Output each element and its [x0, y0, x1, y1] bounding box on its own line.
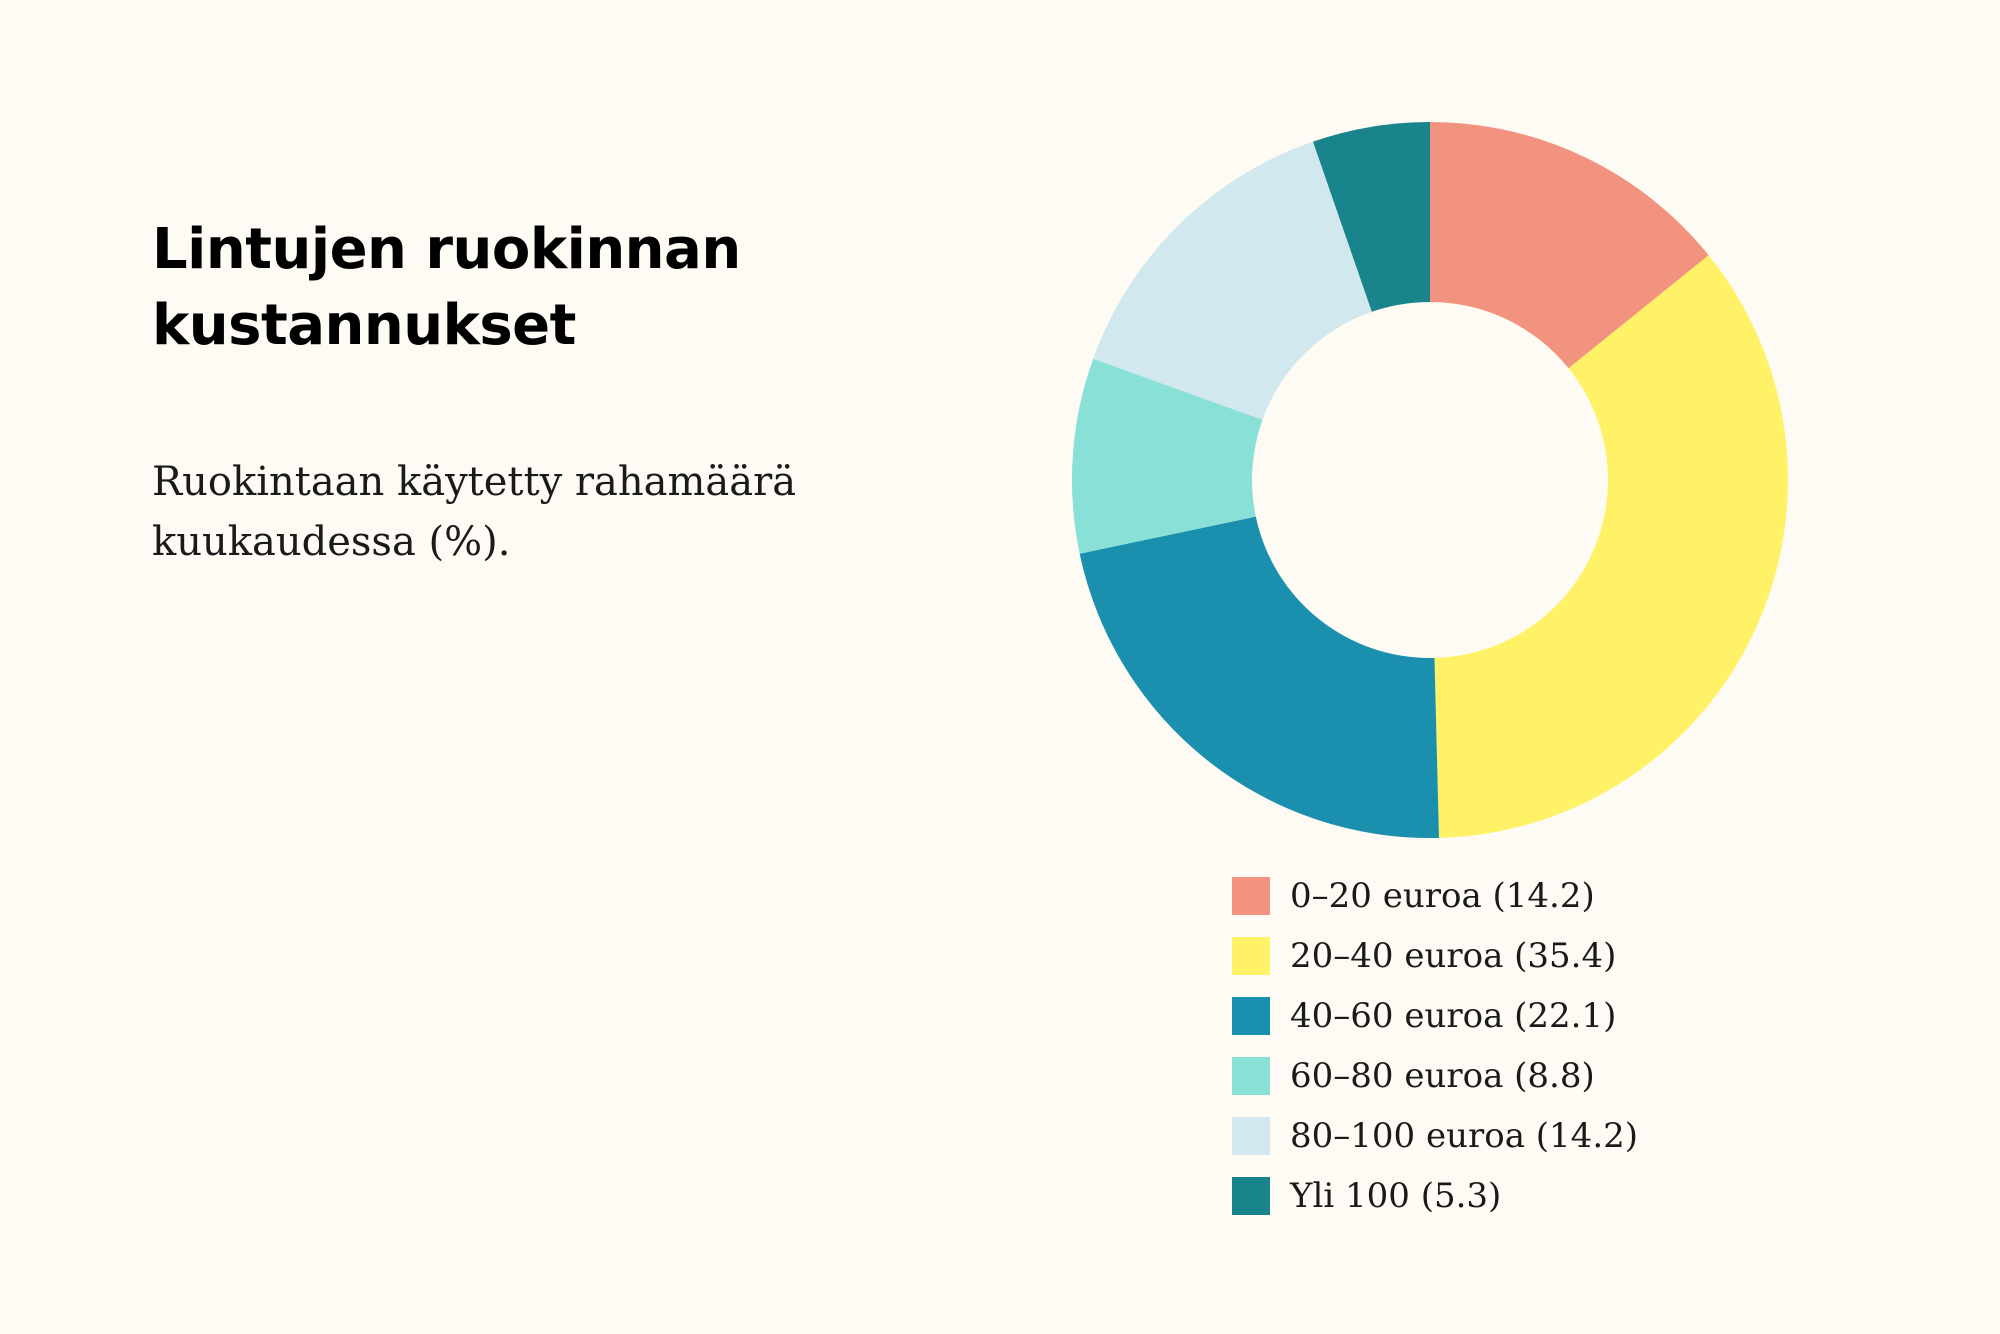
legend-swatch	[1232, 937, 1270, 975]
legend-label: Yli 100 (5.3)	[1290, 1176, 1502, 1216]
chart-legend: 0–20 euroa (14.2) 20–40 euroa (35.4) 40–60…	[1232, 866, 1638, 1226]
legend-swatch	[1232, 877, 1270, 915]
legend-item: 60–80 euroa (8.8)	[1232, 1046, 1638, 1106]
legend-swatch	[1232, 997, 1270, 1035]
legend-item: 0–20 euroa (14.2)	[1232, 866, 1638, 926]
donut-slice-6	[1312, 122, 1430, 312]
chart-subtitle: Ruokintaan käytetty rahamäärä kuukaudess…	[152, 459, 797, 565]
legend-swatch	[1232, 1117, 1270, 1155]
chart-title: Lintujen ruokinnan kustannukset	[152, 217, 741, 358]
donut-slice-3	[1079, 516, 1439, 838]
legend-item: 80–100 euroa (14.2)	[1232, 1106, 1638, 1166]
legend-label: 0–20 euroa (14.2)	[1290, 876, 1595, 916]
donut-chart	[1072, 122, 1788, 838]
legend-item: 40–60 euroa (22.1)	[1232, 986, 1638, 1046]
legend-swatch	[1232, 1177, 1270, 1215]
donut-slice-4	[1072, 358, 1263, 554]
donut-slice-1	[1430, 122, 1709, 369]
donut-slice-5	[1093, 141, 1372, 420]
legend-swatch	[1232, 1057, 1270, 1095]
legend-label: 60–80 euroa (8.8)	[1290, 1056, 1595, 1096]
legend-label: 40–60 euroa (22.1)	[1290, 996, 1617, 1036]
legend-item: Yli 100 (5.3)	[1232, 1166, 1638, 1226]
legend-label: 80–100 euroa (14.2)	[1290, 1116, 1639, 1156]
legend-label: 20–40 euroa (35.4)	[1290, 936, 1617, 976]
donut-slice-2	[1434, 255, 1788, 838]
legend-item: 20–40 euroa (35.4)	[1232, 926, 1638, 986]
